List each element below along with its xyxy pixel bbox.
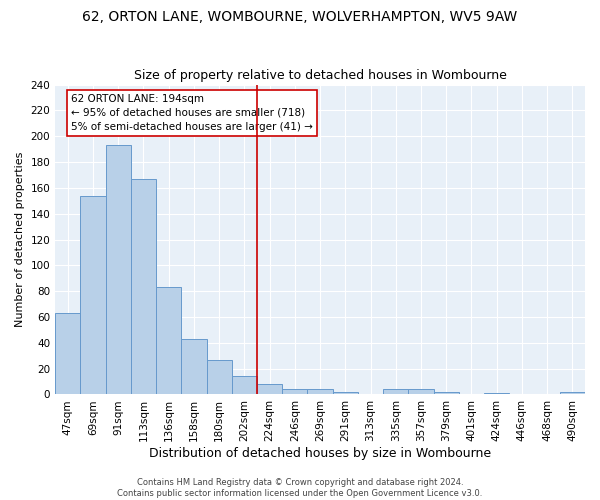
Bar	[55, 313, 80, 394]
Bar	[484, 393, 509, 394]
Bar	[560, 392, 585, 394]
Bar	[257, 384, 282, 394]
Bar	[131, 179, 156, 394]
Bar	[409, 390, 434, 394]
Bar	[434, 392, 459, 394]
Bar	[232, 376, 257, 394]
Title: Size of property relative to detached houses in Wombourne: Size of property relative to detached ho…	[134, 69, 506, 82]
Bar	[383, 390, 409, 394]
X-axis label: Distribution of detached houses by size in Wombourne: Distribution of detached houses by size …	[149, 447, 491, 460]
Bar	[332, 392, 358, 394]
Bar	[307, 390, 332, 394]
Bar	[282, 390, 307, 394]
Text: Contains HM Land Registry data © Crown copyright and database right 2024.
Contai: Contains HM Land Registry data © Crown c…	[118, 478, 482, 498]
Bar	[206, 360, 232, 394]
Y-axis label: Number of detached properties: Number of detached properties	[15, 152, 25, 327]
Bar	[80, 196, 106, 394]
Text: 62 ORTON LANE: 194sqm
← 95% of detached houses are smaller (718)
5% of semi-deta: 62 ORTON LANE: 194sqm ← 95% of detached …	[71, 94, 313, 132]
Bar	[156, 288, 181, 395]
Text: 62, ORTON LANE, WOMBOURNE, WOLVERHAMPTON, WV5 9AW: 62, ORTON LANE, WOMBOURNE, WOLVERHAMPTON…	[82, 10, 518, 24]
Bar	[181, 339, 206, 394]
Bar	[106, 145, 131, 394]
